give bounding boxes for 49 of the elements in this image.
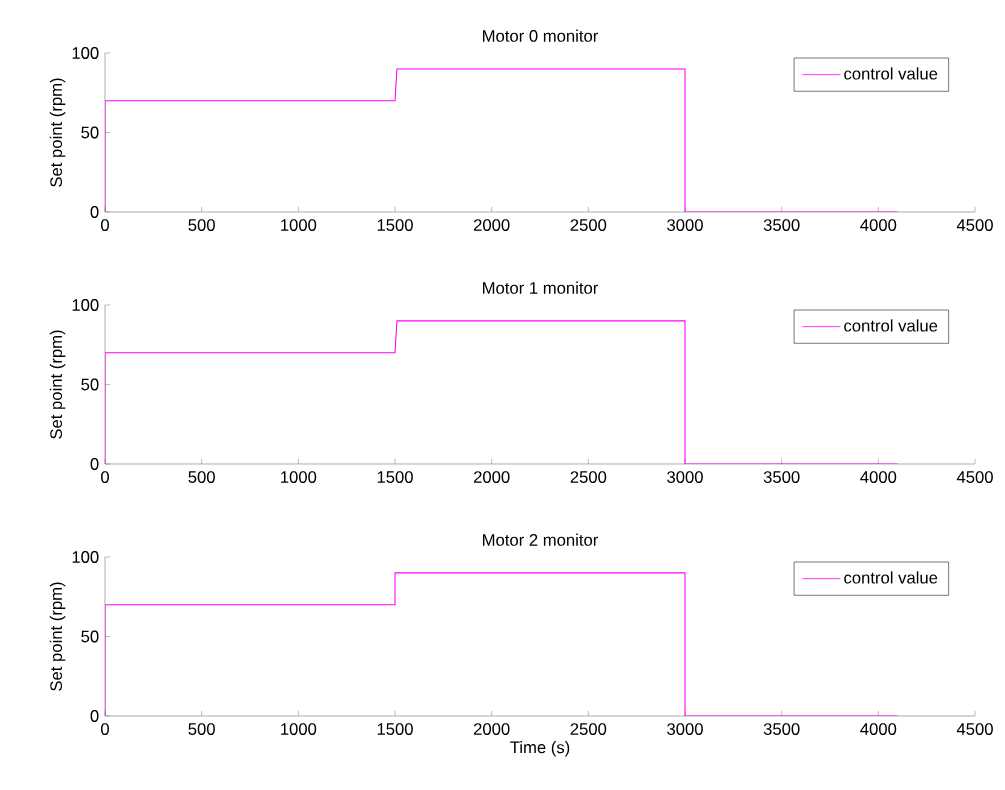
y-axis-title: Set point (rpm)	[49, 582, 66, 691]
x-tick-label: 1000	[281, 219, 317, 231]
legend-label: control value	[844, 319, 938, 332]
x-tick-label: 4000	[860, 471, 897, 483]
x-tick-label: 4000	[860, 219, 897, 231]
x-tick-label: 4500	[956, 723, 993, 735]
x-tick-label: 500	[188, 219, 215, 231]
x-tick-label: 2500	[570, 219, 607, 231]
x-tick-label: 2500	[570, 723, 607, 735]
y-tick-label: 100	[72, 299, 99, 311]
x-tick-label: 2500	[570, 471, 607, 483]
x-tick-label: 1500	[377, 219, 413, 231]
x-tick-label: 3000	[667, 723, 703, 735]
x-tick-label: 2000	[473, 471, 510, 483]
x-tick-label: 0	[101, 219, 109, 231]
chart-title: Motor 0 monitor	[483, 29, 599, 42]
x-tick-label: 1000	[281, 723, 317, 735]
y-tick-label: 0	[90, 206, 99, 218]
y-tick-label: 100	[72, 47, 99, 59]
x-tick-label: 0	[101, 723, 109, 735]
x-tick-label: 4500	[956, 219, 993, 231]
x-tick-label: 4000	[860, 723, 897, 735]
y-tick-label: 50	[81, 378, 99, 391]
y-tick-label: 100	[72, 551, 99, 563]
legend-label: control value	[844, 571, 938, 584]
y-tick-label: 50	[81, 126, 99, 139]
x-tick-label: 500	[188, 723, 215, 735]
chart-title: Motor 1 monitor	[483, 281, 599, 294]
x-tick-label: 2000	[473, 219, 510, 231]
x-tick-label: 2000	[473, 723, 510, 735]
x-tick-label: 3500	[763, 219, 800, 231]
chart-title: Motor 2 monitor	[483, 533, 599, 546]
x-tick-label: 3000	[667, 471, 703, 483]
y-tick-label: 0	[90, 458, 99, 470]
y-axis-title: Set point (rpm)	[49, 330, 66, 439]
x-tick-label: 500	[188, 471, 215, 483]
x-tick-label: 3500	[763, 471, 800, 483]
x-tick-label: 0	[101, 471, 109, 483]
y-axis-title: Set point (rpm)	[49, 78, 66, 187]
x-axis-title: Time (s)	[510, 740, 570, 757]
x-tick-label: 1000	[281, 471, 317, 483]
x-tick-label: 1500	[377, 471, 413, 483]
x-tick-label: 3000	[667, 219, 703, 231]
y-tick-label: 50	[81, 630, 99, 643]
x-tick-label: 3500	[763, 723, 800, 735]
y-tick-label: 0	[90, 710, 99, 722]
x-tick-label: 1500	[377, 723, 413, 735]
x-tick-label: 4500	[956, 471, 993, 483]
legend-label: control value	[844, 67, 938, 80]
